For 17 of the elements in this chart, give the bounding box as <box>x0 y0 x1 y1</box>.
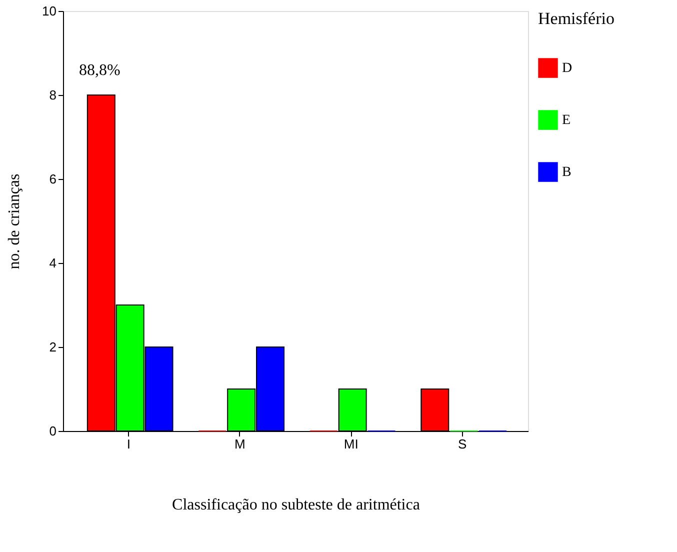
y-tick-label: 6 <box>49 172 56 186</box>
legend-label: E <box>562 113 571 128</box>
y-tick-label: 8 <box>49 88 56 102</box>
y-tick-label: 2 <box>49 340 56 354</box>
y-tick-label: 0 <box>49 424 56 438</box>
y-tick-label: 10 <box>42 4 56 18</box>
x-tick-label: S <box>458 436 468 452</box>
y-axis-title: no. de crianças <box>6 174 24 270</box>
annotation: 88,8% <box>79 62 120 79</box>
legend-title: Hemisfério <box>538 9 614 28</box>
x-tick-label: M <box>234 436 246 452</box>
x-tick-label: MI <box>344 436 358 452</box>
x-axis-title: Classificação no subteste de aritmética <box>172 496 420 514</box>
legend-label: B <box>562 165 572 180</box>
legend-label: D <box>562 61 572 76</box>
x-tick-label: I <box>126 436 130 452</box>
y-tick-label: 4 <box>49 256 56 270</box>
